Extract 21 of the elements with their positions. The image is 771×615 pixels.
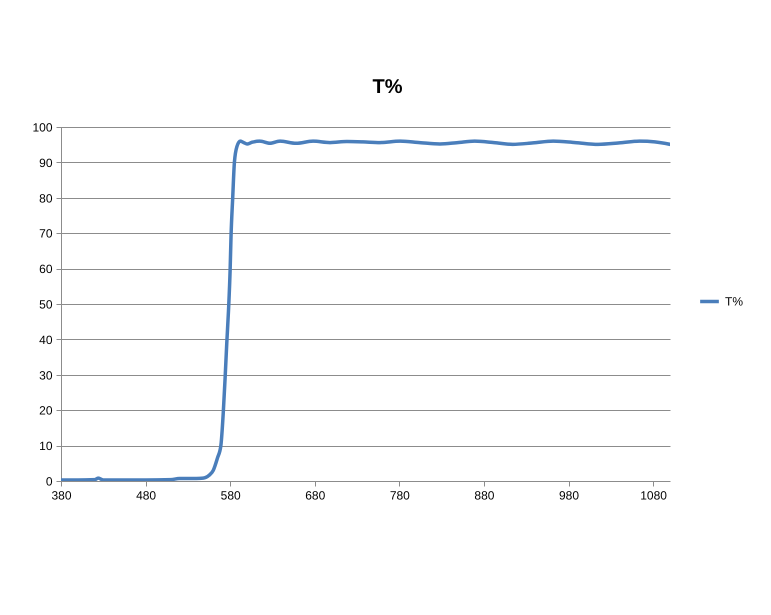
x-tick-label: 880	[474, 488, 495, 502]
x-tick-label: 480	[136, 488, 156, 502]
y-tick-label: 10	[39, 439, 53, 454]
y-tick-label: 50	[39, 298, 53, 312]
y-tick-label: 80	[39, 191, 53, 206]
y-tick-label: 100	[32, 120, 53, 134]
x-tick-label: 1080	[640, 488, 668, 502]
x-tick-label: 780	[390, 488, 410, 502]
y-tick-label: 0	[46, 474, 53, 488]
x-tick-label: 380	[51, 488, 72, 502]
y-tick-label: 70	[39, 226, 53, 241]
legend-label: T%	[725, 294, 744, 308]
y-tick-label: 60	[39, 262, 53, 276]
chart-title: T%	[372, 76, 403, 98]
x-tick-label: 980	[558, 488, 580, 502]
x-tick-label: 680	[305, 488, 326, 502]
y-tick-label: 90	[39, 156, 53, 170]
y-tick-label: 20	[39, 404, 53, 418]
x-tick-label: 580	[220, 488, 241, 502]
y-tick-label: 30	[39, 368, 53, 382]
y-tick-label: 40	[39, 332, 53, 347]
